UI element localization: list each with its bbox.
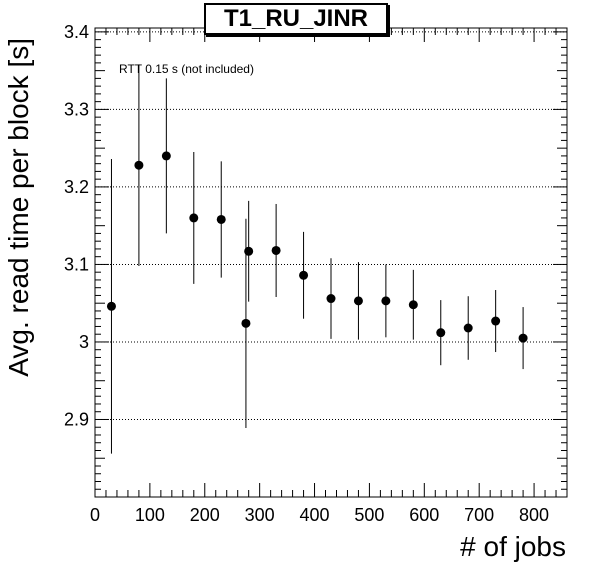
y-tick-label: 2.9 bbox=[64, 409, 89, 429]
data-point bbox=[161, 151, 171, 161]
x-tick-label: 500 bbox=[354, 505, 384, 525]
data-point bbox=[353, 296, 363, 306]
data-point bbox=[189, 213, 199, 223]
data-point bbox=[491, 316, 501, 326]
data-points bbox=[106, 151, 528, 343]
x-tick-label: 400 bbox=[300, 505, 330, 525]
data-point bbox=[518, 333, 528, 343]
data-point bbox=[271, 245, 281, 255]
y-tick-label: 3.1 bbox=[64, 254, 89, 274]
data-point bbox=[408, 300, 418, 310]
x-tick-label: 700 bbox=[464, 505, 494, 525]
x-tick-label: 100 bbox=[135, 505, 165, 525]
data-point bbox=[436, 328, 446, 338]
data-point bbox=[299, 270, 309, 280]
x-tick-label: 300 bbox=[245, 505, 275, 525]
data-point bbox=[381, 296, 391, 306]
x-tick-label: 800 bbox=[519, 505, 549, 525]
y-tick-label: 3 bbox=[79, 332, 89, 352]
y-axis-title: Avg. read time per block [s] bbox=[3, 38, 34, 377]
x-tick-label: 200 bbox=[190, 505, 220, 525]
chart-title: T1_RU_JINR bbox=[204, 3, 388, 35]
x-tick-label: 600 bbox=[409, 505, 439, 525]
data-point bbox=[463, 323, 473, 333]
x-tick-labels: 0 100 200 300 400 500 600 700 800 bbox=[90, 505, 549, 525]
data-point bbox=[241, 318, 251, 328]
y-tick-label: 3.2 bbox=[64, 177, 89, 197]
grid-lines bbox=[95, 31, 567, 420]
data-point bbox=[326, 294, 336, 304]
error-bars bbox=[110, 64, 524, 454]
y-tick-label: 3.3 bbox=[64, 99, 89, 119]
x-axis-title: # of jobs bbox=[460, 531, 566, 562]
data-point bbox=[216, 214, 226, 224]
y-tick-label: 3.4 bbox=[64, 22, 89, 42]
x-tick-label: 0 bbox=[90, 505, 100, 525]
data-point bbox=[134, 160, 144, 170]
y-tick-labels: 2.9 3 3.1 3.2 3.3 3.4 bbox=[64, 22, 89, 430]
data-point bbox=[106, 301, 116, 311]
data-point bbox=[244, 246, 254, 256]
annotation-text: RTT 0.15 s (not included) bbox=[119, 62, 254, 76]
